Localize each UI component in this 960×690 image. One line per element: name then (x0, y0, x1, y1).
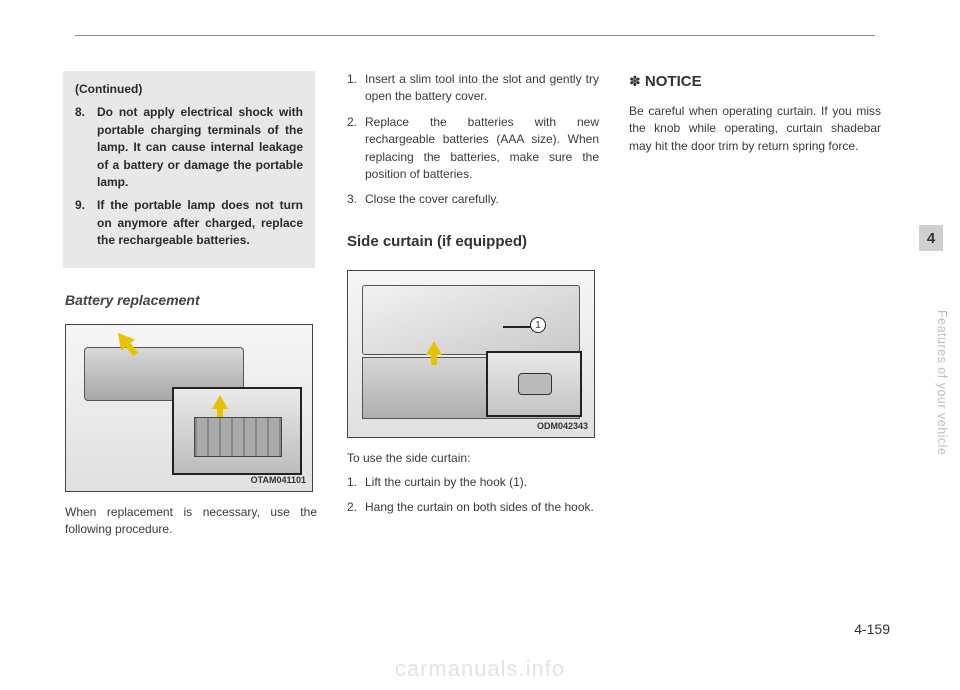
warning-item-num: 8. (75, 104, 97, 191)
warning-continued: (Continued) (75, 81, 303, 98)
figure-label: OTAM041101 (251, 474, 306, 487)
step-num: 2. (347, 499, 365, 516)
top-rule (75, 35, 875, 36)
watermark: carmanuals.info (0, 656, 960, 682)
warning-item-text: Do not apply electrical shock with porta… (97, 104, 303, 191)
column-3: ✽ NOTICE Be careful when operating curta… (629, 71, 881, 539)
notice-body: Be careful when operating curtain. If yo… (629, 103, 881, 155)
figure-inset (486, 351, 582, 417)
step-num: 3. (347, 191, 365, 208)
figure-battery-cells (194, 417, 282, 457)
section-side-label: Features of your vehicle (935, 268, 949, 498)
step-item: 1. Lift the curtain by the hook (1). (347, 474, 599, 491)
column-1: (Continued) 8. Do not apply electrical s… (65, 71, 317, 539)
body-text: When replacement is necessary, use the f… (65, 504, 317, 539)
figure-label: ODM042343 (537, 420, 588, 433)
columns: (Continued) 8. Do not apply electrical s… (65, 71, 895, 539)
notice-label: NOTICE (645, 73, 702, 90)
warning-item: 9. If the portable lamp does not turn on… (75, 197, 303, 249)
subheading-battery-replacement: Battery replacement (65, 290, 317, 310)
step-text: Lift the curtain by the hook (1). (365, 474, 599, 491)
lead-text: To use the side curtain: (347, 450, 599, 467)
column-2: 1. Insert a slim tool into the slot and … (347, 71, 599, 539)
step-text: Insert a slim tool into the slot and gen… (365, 71, 599, 106)
figure-side-curtain: 1 ODM042343 (347, 270, 595, 438)
figure-battery-replacement: OTAM041101 (65, 324, 313, 492)
warning-item: 8. Do not apply electrical shock with po… (75, 104, 303, 191)
asterisk-icon: ✽ (629, 73, 641, 89)
step-item: 3. Close the cover carefully. (347, 191, 599, 208)
step-num: 1. (347, 474, 365, 491)
warning-box: (Continued) 8. Do not apply electrical s… (63, 71, 315, 268)
page-number: 4-159 (854, 621, 890, 637)
figure-window-glass (362, 285, 580, 355)
warning-item-num: 9. (75, 197, 97, 249)
step-item: 1. Insert a slim tool into the slot and … (347, 71, 599, 106)
steps-list-b: 1. Lift the curtain by the hook (1). 2. … (347, 474, 599, 517)
arrow-icon (426, 341, 442, 355)
notice-heading: ✽ NOTICE (629, 71, 881, 93)
step-item: 2. Hang the curtain on both sides of the… (347, 499, 599, 516)
step-text: Close the cover carefully. (365, 191, 599, 208)
step-num: 1. (347, 71, 365, 106)
section-tab: 4 (919, 225, 943, 251)
section-heading-side-curtain: Side curtain (if equipped) (347, 231, 599, 253)
arrow-icon (212, 395, 228, 409)
warning-item-text: If the portable lamp does not turn on an… (97, 197, 303, 249)
warning-list: 8. Do not apply electrical shock with po… (75, 104, 303, 249)
figure-hook (518, 373, 552, 395)
figure-inset (172, 387, 302, 475)
step-text: Hang the curtain on both sides of the ho… (365, 499, 599, 516)
page-content: (Continued) 8. Do not apply electrical s… (65, 35, 895, 645)
step-num: 2. (347, 114, 365, 184)
step-text: Replace the batteries with new rechargea… (365, 114, 599, 184)
step-item: 2. Replace the batteries with new rechar… (347, 114, 599, 184)
steps-list-a: 1. Insert a slim tool into the slot and … (347, 71, 599, 209)
